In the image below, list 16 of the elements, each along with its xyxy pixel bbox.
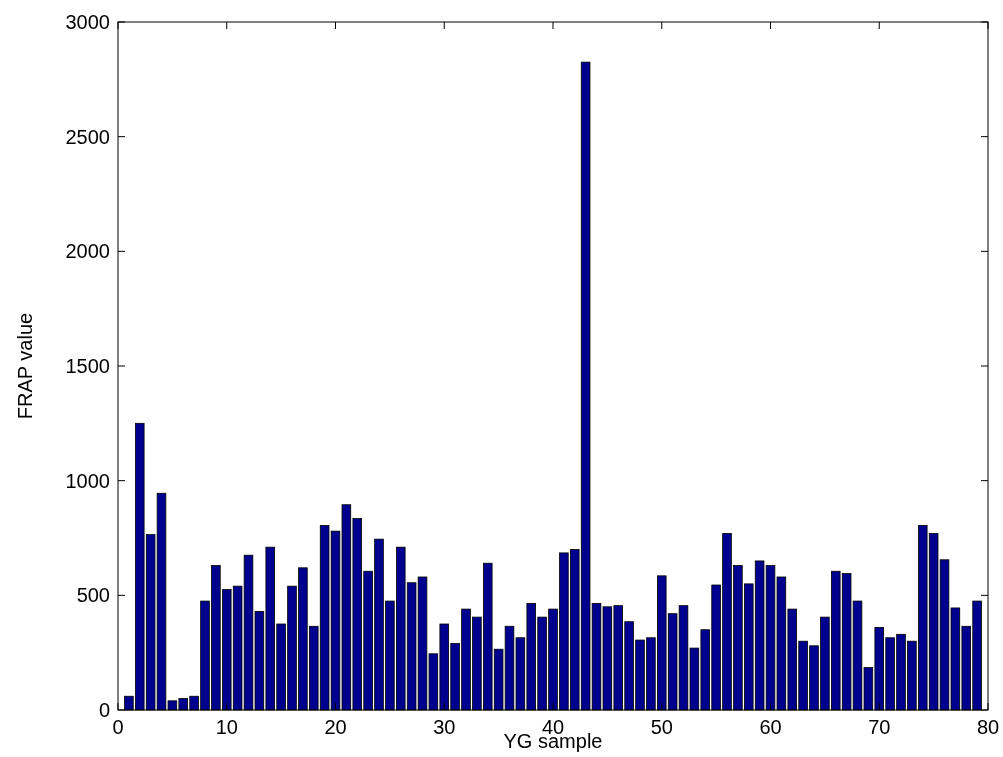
y-tick-label: 3000 (65, 11, 110, 33)
x-tick-label: 30 (433, 716, 456, 738)
x-tick-label: 50 (650, 716, 673, 738)
x-tick-label: 20 (324, 716, 347, 738)
x-tick-label: 10 (215, 716, 238, 738)
y-tick-label: 2500 (65, 125, 110, 148)
y-tick-label: 2000 (65, 240, 110, 263)
y-tick-label: 0 (98, 699, 110, 721)
y-tick-label: 1000 (65, 469, 110, 492)
x-tick-label: 70 (868, 716, 891, 738)
y-tick-label: 500 (76, 584, 110, 607)
y-tick-label: 1500 (65, 355, 110, 377)
y-axis-title: FRAP value (14, 312, 36, 420)
x-tick-label: 60 (759, 716, 782, 738)
x-tick-label: 0 (112, 716, 124, 738)
x-tick-label: 80 (976, 716, 1000, 738)
